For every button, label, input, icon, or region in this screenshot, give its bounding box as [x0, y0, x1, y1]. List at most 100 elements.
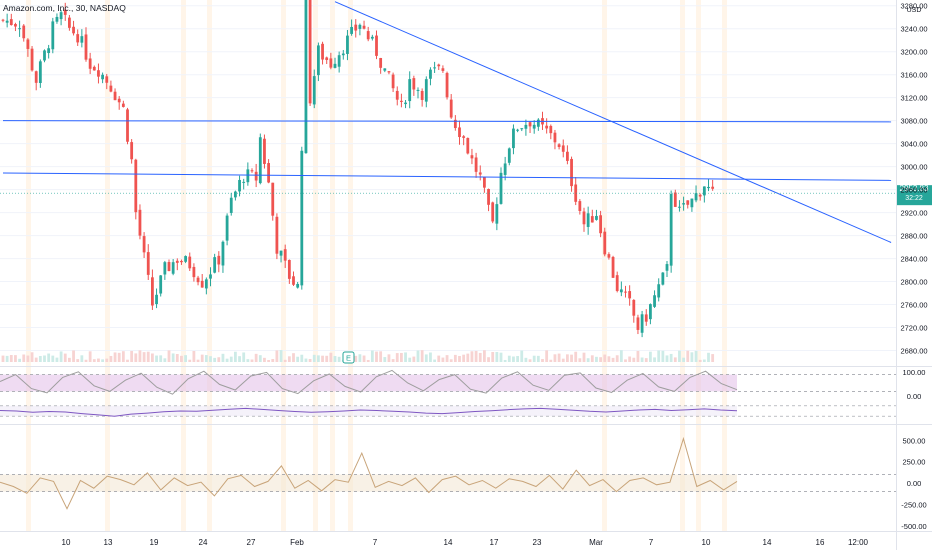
candle-body[interactable] [711, 186, 715, 189]
candle-body[interactable] [678, 206, 681, 208]
candle-body[interactable] [5, 20, 9, 23]
candle-body[interactable] [72, 26, 75, 34]
candle-body[interactable] [1, 19, 5, 21]
candle-body[interactable] [180, 260, 183, 263]
candle-body[interactable] [51, 21, 55, 50]
candle-body[interactable] [204, 279, 208, 289]
candle-body[interactable] [615, 275, 619, 291]
candle-body[interactable] [491, 202, 495, 222]
trendline[interactable] [334, 1, 892, 243]
candle-body[interactable] [595, 215, 598, 220]
candle-body[interactable] [275, 216, 279, 254]
candle-body[interactable] [175, 260, 179, 263]
candle-body[interactable] [624, 291, 627, 293]
candle-body[interactable] [445, 72, 449, 98]
candle-body[interactable] [300, 150, 304, 286]
candle-body[interactable] [34, 71, 38, 83]
candle-body[interactable] [669, 193, 673, 266]
candle-body[interactable] [516, 129, 519, 131]
candle-body[interactable] [333, 63, 337, 68]
candle-body[interactable] [84, 34, 88, 60]
earnings-marker[interactable]: E [342, 351, 355, 364]
candle-body[interactable] [196, 277, 200, 283]
candle-body[interactable] [167, 262, 171, 272]
candle-body[interactable] [126, 109, 129, 142]
candle-body[interactable] [383, 68, 387, 71]
candle-body[interactable] [234, 191, 237, 198]
candle-body[interactable] [146, 252, 150, 275]
candle-body[interactable] [549, 125, 553, 134]
candle-body[interactable] [362, 25, 366, 29]
candle-body[interactable] [192, 266, 196, 278]
candle-body[interactable] [242, 181, 246, 183]
cci-pane[interactable] [0, 436, 896, 510]
candle-body[interactable] [657, 284, 661, 298]
candle-body[interactable] [279, 250, 283, 256]
candle-body[interactable] [138, 209, 142, 236]
candle-body[interactable] [171, 262, 175, 274]
candle-body[interactable] [387, 71, 391, 73]
candle-body[interactable] [304, 0, 308, 154]
candle-body[interactable] [673, 192, 677, 207]
candle-body[interactable] [341, 53, 345, 56]
candle-body[interactable] [321, 43, 324, 60]
candle-body[interactable] [466, 137, 470, 154]
candle-body[interactable] [433, 67, 436, 69]
candle-body[interactable] [694, 193, 698, 201]
candle-body[interactable] [632, 299, 636, 316]
candle-body[interactable] [524, 124, 528, 129]
candle-body[interactable] [391, 74, 395, 89]
candle-body[interactable] [97, 70, 100, 77]
candle-body[interactable] [366, 31, 370, 40]
rsi-line[interactable] [0, 407, 738, 417]
candle-body[interactable] [707, 186, 710, 189]
candle-body[interactable] [532, 124, 536, 129]
candle-body[interactable] [487, 189, 490, 205]
candle-body[interactable] [553, 132, 557, 143]
candle-body[interactable] [690, 198, 694, 208]
candle-body[interactable] [478, 172, 482, 175]
candle-body[interactable] [512, 128, 515, 149]
candle-body[interactable] [702, 186, 706, 196]
candle-body[interactable] [229, 197, 233, 213]
candle-body[interactable] [263, 138, 266, 164]
candle-body[interactable] [429, 69, 432, 79]
candle-body[interactable] [38, 61, 42, 83]
candle-body[interactable] [254, 171, 258, 181]
candle-body[interactable] [200, 280, 204, 288]
candle-body[interactable] [159, 275, 163, 294]
candle-body[interactable] [209, 274, 212, 279]
candle-body[interactable] [698, 194, 702, 197]
candle-body[interactable] [221, 241, 225, 266]
price-axis[interactable]: 3280.00 3240.00 3200.00 3160.00 3120.00 3080.… [900, 2, 927, 531]
candle-body[interactable] [636, 317, 640, 330]
candle-body[interactable] [412, 78, 416, 90]
candle-body[interactable] [9, 19, 13, 26]
candle-body[interactable] [495, 204, 499, 224]
candle-body[interactable] [441, 68, 445, 71]
candle-body[interactable] [92, 66, 96, 71]
time-axis[interactable]: 10 13 19 24 27 Feb 7 14 17 23 Mar 7 10 14 16 12:00 [62, 538, 869, 547]
candle-body[interactable] [113, 91, 117, 101]
candle-body[interactable] [80, 36, 84, 43]
candle-body[interactable] [470, 155, 474, 159]
candle-body[interactable] [246, 169, 250, 183]
candle-body[interactable] [225, 215, 229, 241]
candle-body[interactable] [358, 24, 362, 29]
candle-body[interactable] [611, 256, 615, 278]
candle-body[interactable] [43, 50, 46, 61]
trendline[interactable] [2, 120, 892, 123]
candle-body[interactable] [346, 35, 349, 54]
candle-body[interactable] [640, 314, 644, 333]
stochastic-line[interactable] [0, 369, 738, 395]
candle-body[interactable] [557, 144, 561, 147]
candlesticks[interactable] [1, 0, 715, 338]
candle-body[interactable] [238, 179, 241, 192]
candle-body[interactable] [163, 262, 167, 275]
candle-body[interactable] [130, 142, 134, 160]
candle-body[interactable] [101, 74, 104, 80]
candle-body[interactable] [437, 64, 441, 67]
candle-body[interactable] [350, 26, 353, 34]
candle-body[interactable] [462, 136, 466, 138]
rsi-pane[interactable] [0, 405, 896, 417]
